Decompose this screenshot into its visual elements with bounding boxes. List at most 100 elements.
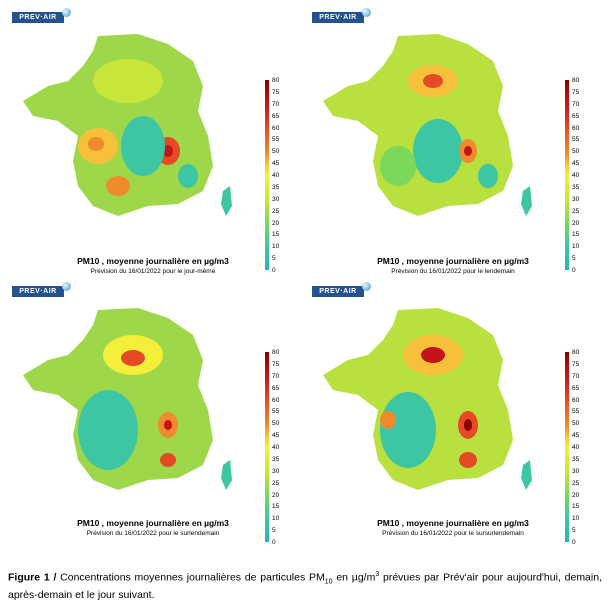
- scale-tick-label: 50: [272, 420, 280, 428]
- scale-tick-label: 75: [272, 360, 280, 368]
- scale-tick-label: 65: [572, 384, 580, 392]
- color-scale: 80 75 70 65 60 55 50 45 40 35 30 25 20 15 10 5 0: [565, 77, 595, 290]
- scale-tick-label: 60: [272, 396, 280, 404]
- scale-tick-label: 35: [272, 455, 280, 463]
- panel-title: PM10 , moyenne journalière en µg/m3: [77, 256, 229, 266]
- scale-tick-label: 30: [572, 467, 580, 475]
- scale-tick-label: 5: [272, 255, 276, 263]
- scale-tick-label: 80: [572, 349, 580, 356]
- prevair-logo: PREV·AIR: [312, 12, 364, 23]
- caption-text-b: en µg/m: [332, 571, 376, 584]
- scale-tick-label: 55: [572, 408, 580, 416]
- scale-tick-label: 65: [572, 112, 580, 120]
- panel-title: PM10 , moyenne journalière en µg/m3: [377, 256, 529, 266]
- scale-tick-label: 60: [272, 124, 280, 132]
- scale-tick-label: 50: [572, 420, 580, 428]
- scale-tick-label: 55: [272, 136, 280, 144]
- scale-tick-label: 70: [572, 100, 580, 108]
- caption-text-a: Concentrations moyennes journalières de …: [56, 571, 325, 584]
- scale-tick-label: 20: [572, 491, 580, 499]
- scale-tick-label: 15: [572, 231, 580, 239]
- prevair-logo: PREV·AIR: [312, 286, 364, 297]
- france-map: [23, 308, 232, 490]
- scale-tick-label: 0: [272, 539, 276, 546]
- panel-subtitle: Prévision du 16/01/2022 pour le lendemai…: [391, 268, 515, 275]
- panel-subtitle: Prévision du 16/01/2022 pour le jour-mêm…: [90, 268, 216, 275]
- scale-tick-label: 75: [272, 88, 280, 96]
- scale-tick-label: 5: [572, 255, 576, 263]
- scale-tick-label: 50: [572, 148, 580, 156]
- scale-tick-label: 45: [272, 432, 280, 440]
- scale-tick-label: 15: [272, 503, 280, 511]
- scale-tick-label: 5: [272, 527, 276, 535]
- scale-tick-label: 40: [572, 172, 580, 179]
- scale-tick-label: 10: [572, 243, 580, 251]
- caption-text-c: prévues par Prév'air pour aujourd'hui, d…: [8, 571, 602, 601]
- scale-tick-label: 35: [572, 455, 580, 463]
- scale-tick-label: 40: [572, 444, 580, 451]
- scale-tick-label: 0: [572, 539, 576, 546]
- scale-tick-label: 40: [272, 172, 280, 179]
- logo-globe-icon: [362, 8, 371, 17]
- scale-tick-label: 30: [272, 467, 280, 475]
- scale-tick-label: 55: [272, 408, 280, 416]
- panel-title: PM10 , moyenne journalière en µg/m3: [77, 518, 229, 528]
- scale-tick-label: 55: [572, 136, 580, 144]
- scale-tick-label: 65: [272, 384, 280, 392]
- color-scale-bar: [265, 352, 269, 542]
- map-panel-day-after-next: PREV·AIR 80 75 70 65 60 55 50 45 40 35 30 25 20 15 10 5…: [308, 282, 598, 552]
- scale-tick-label: 25: [272, 479, 280, 487]
- scale-tick-label: 65: [272, 112, 280, 120]
- caption-sub: 10: [324, 578, 333, 586]
- caption-sup: 3: [375, 571, 380, 578]
- logo-globe-icon: [62, 282, 71, 291]
- panel-subtitle: Prévision du 16/01/2022 pour le sursurle…: [382, 530, 524, 537]
- logo-globe-icon: [362, 282, 371, 291]
- prevair-logo: PREV·AIR: [12, 286, 64, 297]
- scale-tick-label: 30: [272, 195, 280, 203]
- scale-tick-label: 20: [572, 219, 580, 227]
- color-scale: 80 75 70 65 60 55 50 45 40 35 30 25 20 15 10 5 0: [565, 349, 595, 562]
- scale-tick-label: 45: [572, 432, 580, 440]
- color-scale: 80 75 70 65 60 55 50 45 40 35 30 25 20 15 10 5 0: [265, 77, 295, 290]
- scale-tick-label: 30: [572, 195, 580, 203]
- color-scale-bar: [565, 352, 569, 542]
- scale-tick-label: 35: [572, 183, 580, 191]
- france-map: [323, 308, 532, 490]
- color-scale-bar: [265, 80, 269, 270]
- scale-tick-label: 0: [572, 267, 576, 274]
- scale-tick-label: 15: [272, 231, 280, 239]
- scale-tick-label: 35: [272, 183, 280, 191]
- scale-tick-label: 70: [272, 100, 280, 108]
- logo-globe-icon: [62, 8, 71, 17]
- scale-tick-label: 45: [572, 160, 580, 168]
- scale-tick-label: 80: [272, 349, 280, 356]
- scale-tick-label: 80: [572, 77, 580, 84]
- scale-tick-label: 75: [572, 360, 580, 368]
- prevair-logo: PREV·AIR: [12, 12, 64, 23]
- scale-tick-label: 25: [572, 479, 580, 487]
- scale-tick-label: 15: [572, 503, 580, 511]
- color-scale-bar: [565, 80, 569, 270]
- france-map: [23, 34, 232, 216]
- scale-tick-label: 45: [272, 160, 280, 168]
- figure-caption: Figure 1 / Concentrations moyennes journ…: [8, 568, 602, 602]
- scale-tick-label: 40: [272, 444, 280, 451]
- scale-tick-label: 10: [272, 243, 280, 251]
- scale-tick-label: 5: [572, 527, 576, 535]
- scale-tick-label: 70: [272, 372, 280, 380]
- scale-tick-label: 0: [272, 267, 276, 274]
- map-panel-tomorrow: PREV·AIR 80 75 70 65 60 55 50 45 40 35 30 25 20 15 10 5…: [308, 8, 598, 278]
- panel-subtitle: Prévision du 16/01/2022 pour le surlende…: [86, 530, 220, 537]
- scale-tick-label: 25: [572, 207, 580, 215]
- france-map: [323, 34, 532, 216]
- map-panel-day-after: PREV·AIR 80 75 70 65 60 55 50 45 40 35 30 25 20 15 10 5…: [8, 282, 298, 552]
- scale-tick-label: 10: [272, 515, 280, 523]
- scale-tick-label: 20: [272, 491, 280, 499]
- panel-title: PM10 , moyenne journalière en µg/m3: [377, 518, 529, 528]
- scale-tick-label: 20: [272, 219, 280, 227]
- caption-label: Figure 1 /: [8, 571, 57, 584]
- color-scale: 80 75 70 65 60 55 50 45 40 35 30 25 20 15 10 5 0: [265, 349, 295, 562]
- scale-tick-label: 70: [572, 372, 580, 380]
- scale-tick-label: 80: [272, 77, 280, 84]
